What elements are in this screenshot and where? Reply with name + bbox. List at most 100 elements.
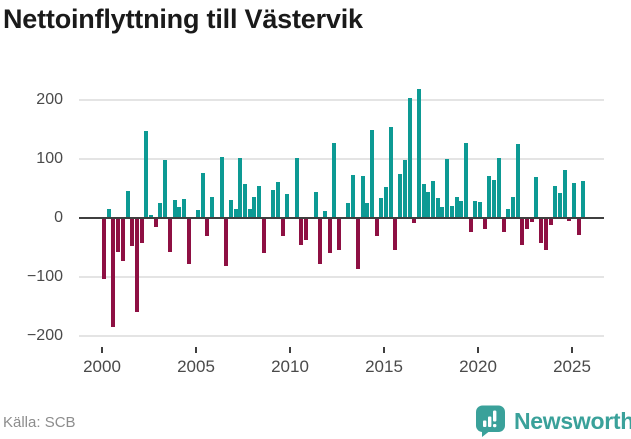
- bar-positive: [506, 209, 511, 218]
- bar-positive: [515, 143, 520, 218]
- bar-positive: [553, 186, 558, 218]
- bar-positive: [431, 181, 435, 218]
- bar-negative: [539, 218, 544, 243]
- bar-positive: [196, 210, 200, 218]
- bar-negative: [111, 218, 116, 328]
- bar-positive: [243, 183, 247, 218]
- source-caption: Källa: SCB: [3, 414, 76, 431]
- bar-positive: [233, 208, 238, 218]
- bar-negative: [261, 218, 266, 253]
- bar-positive: [459, 200, 464, 218]
- bar-positive: [369, 130, 374, 218]
- bar-positive: [271, 190, 276, 218]
- x-axis-tick-mark: [571, 347, 573, 353]
- bar-negative: [318, 218, 323, 264]
- x-axis-tick-label: 2010: [271, 357, 309, 376]
- bar-positive: [463, 142, 468, 218]
- gridline: [79, 276, 604, 278]
- bar-positive: [440, 207, 445, 218]
- bar-positive: [144, 131, 149, 218]
- bar-negative: [130, 218, 135, 247]
- bar-positive: [106, 208, 111, 218]
- bar-positive: [177, 206, 182, 218]
- gridline: [79, 335, 604, 337]
- gridline: [79, 158, 604, 160]
- bar-positive: [572, 182, 576, 218]
- bar-positive: [407, 98, 412, 218]
- bar-positive: [275, 182, 280, 218]
- x-axis-tick-mark: [101, 347, 103, 353]
- bar-positive: [473, 200, 478, 218]
- bar-positive: [257, 185, 262, 218]
- bar-positive: [346, 202, 351, 218]
- bar-negative: [525, 218, 529, 230]
- bar-negative: [468, 218, 473, 232]
- zero-axis-line: [79, 217, 604, 219]
- bar-positive: [416, 89, 421, 218]
- bar-positive: [487, 176, 492, 218]
- bar-negative: [501, 218, 506, 232]
- bar-negative: [153, 218, 158, 227]
- y-axis-tick-label: −100: [26, 268, 63, 285]
- bar-negative: [327, 218, 332, 253]
- x-axis-tick-mark: [289, 347, 291, 353]
- newsworthy-bubble-chart-icon: [474, 404, 507, 438]
- bar-positive: [478, 202, 482, 218]
- bar-positive: [125, 190, 130, 218]
- bar-negative: [120, 218, 125, 262]
- bar-negative: [280, 218, 285, 237]
- bar-negative: [520, 218, 525, 246]
- bar-positive: [510, 197, 515, 218]
- bar-positive: [581, 181, 586, 218]
- bar-negative: [139, 218, 144, 243]
- x-axis-tick-label: 2005: [177, 357, 215, 376]
- bar-positive: [294, 158, 299, 218]
- x-axis-tick-label: 2020: [459, 357, 497, 376]
- bar-positive: [163, 160, 168, 218]
- bar-positive: [210, 197, 215, 218]
- bar-negative: [337, 218, 341, 251]
- bar-positive: [313, 192, 318, 218]
- bar-negative: [186, 218, 191, 264]
- bar-negative: [548, 218, 553, 225]
- chart-title: Nettoinflyttning till Västervik: [3, 4, 363, 34]
- bar-negative: [567, 218, 572, 221]
- newsworthy-logo: Newsworthy: [474, 404, 631, 438]
- bar-positive: [449, 206, 454, 218]
- bar-negative: [102, 218, 106, 280]
- bar-positive: [496, 158, 501, 218]
- bar-positive: [219, 156, 224, 218]
- bar-positive: [247, 209, 252, 218]
- bar-positive: [426, 192, 431, 218]
- newsworthy-wordmark: Newsworthy: [514, 407, 631, 434]
- bar-positive: [285, 193, 290, 218]
- bar-negative: [299, 218, 304, 246]
- bar-negative: [393, 218, 398, 250]
- bar-positive: [454, 197, 459, 218]
- bar-positive: [384, 187, 388, 218]
- bar-positive: [379, 197, 384, 218]
- bar-negative: [374, 218, 379, 237]
- bar-positive: [149, 214, 153, 218]
- bar-negative: [482, 218, 487, 230]
- bar-positive: [172, 199, 177, 218]
- x-axis-tick-mark: [477, 347, 479, 353]
- bar-positive: [388, 127, 393, 218]
- bar-negative: [224, 218, 229, 267]
- bar-negative: [205, 218, 210, 236]
- bar-positive: [445, 159, 450, 218]
- bar-positive: [402, 159, 407, 218]
- bar-positive: [252, 196, 257, 218]
- x-axis-tick-mark: [195, 347, 197, 353]
- bar-positive: [365, 203, 370, 219]
- bar-negative: [304, 218, 309, 240]
- x-axis-tick-label: 2025: [553, 357, 591, 376]
- bar-negative: [529, 218, 534, 222]
- bar-positive: [351, 174, 356, 218]
- bar-positive: [435, 197, 440, 218]
- bar-positive: [534, 177, 539, 218]
- bar-negative: [543, 218, 548, 250]
- bar-negative: [355, 218, 360, 269]
- bar-positive: [562, 169, 567, 218]
